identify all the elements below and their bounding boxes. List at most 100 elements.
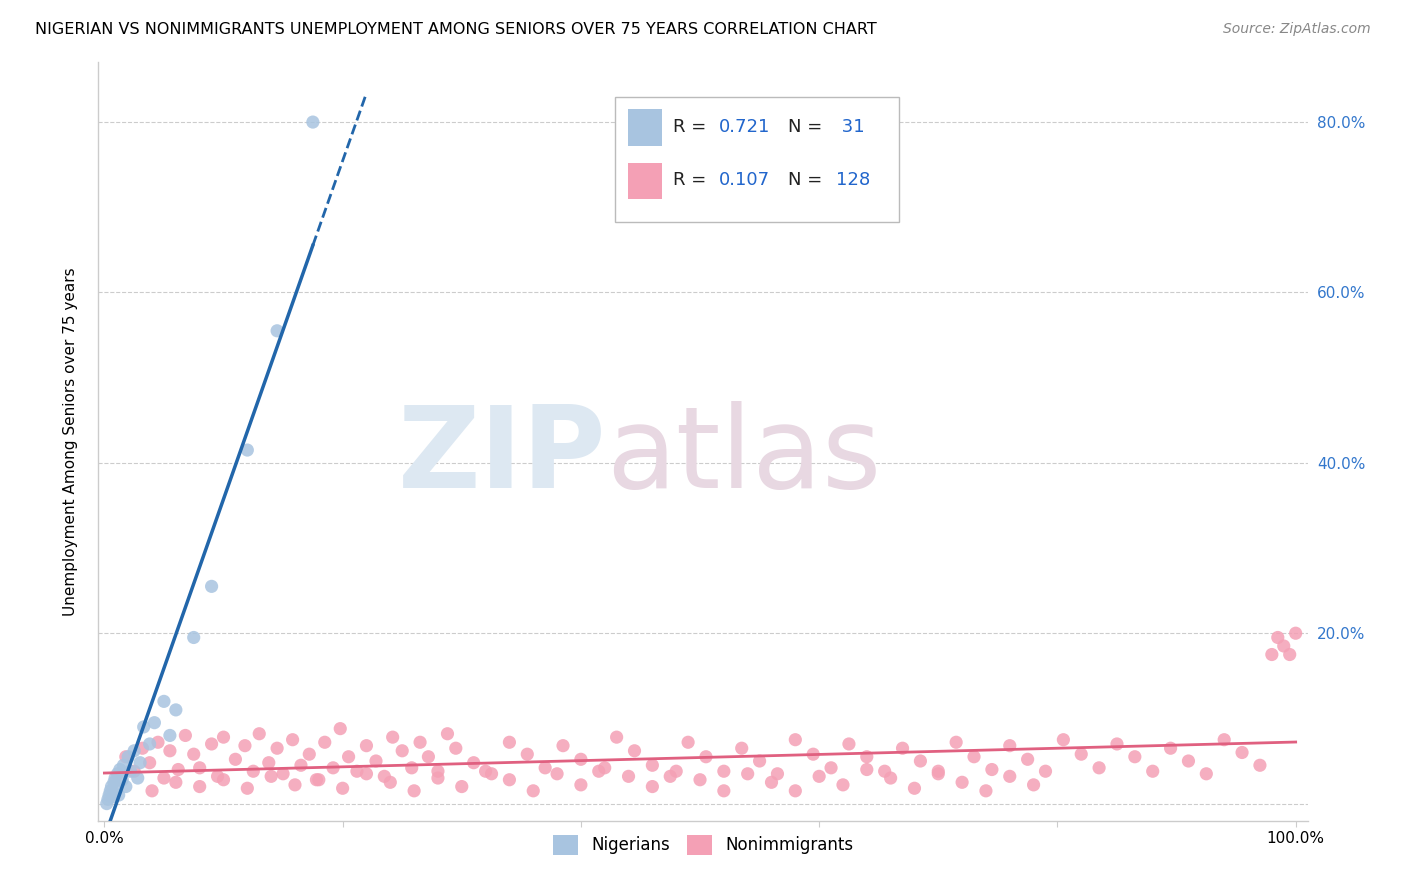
Point <box>127 771 149 785</box>
Point <box>266 324 288 338</box>
Point <box>380 775 402 789</box>
Point <box>207 769 229 783</box>
Point <box>308 772 330 787</box>
Point <box>112 758 135 772</box>
Point <box>713 784 735 798</box>
Point <box>785 784 807 798</box>
Point <box>593 761 616 775</box>
Point <box>111 772 134 787</box>
Text: ZIP: ZIP <box>398 401 606 512</box>
Legend: Nigerians, Nonimmigrants: Nigerians, Nonimmigrants <box>546 828 860 862</box>
Point <box>159 728 181 742</box>
Point <box>373 769 395 783</box>
Point <box>910 754 932 768</box>
Bar <box>628 162 662 199</box>
Point <box>1285 626 1308 640</box>
Point <box>426 764 449 779</box>
Text: Source: ZipAtlas.com: Source: ZipAtlas.com <box>1223 22 1371 37</box>
Point <box>761 775 783 789</box>
Point <box>1035 764 1057 779</box>
Y-axis label: Unemployment Among Seniors over 75 years: Unemployment Among Seniors over 75 years <box>63 268 77 615</box>
Point <box>174 728 197 742</box>
Point <box>569 752 592 766</box>
Point <box>98 784 121 798</box>
Point <box>1249 758 1271 772</box>
Point <box>141 784 163 798</box>
Point <box>236 781 259 796</box>
Point <box>100 780 122 794</box>
Point <box>284 778 307 792</box>
Point <box>107 766 129 780</box>
Point <box>247 727 270 741</box>
Point <box>963 749 986 764</box>
Point <box>766 766 789 780</box>
Bar <box>628 110 662 145</box>
Point <box>101 789 124 804</box>
Point <box>346 764 368 779</box>
Text: 0.721: 0.721 <box>718 118 770 136</box>
Text: 128: 128 <box>837 171 870 189</box>
Point <box>998 739 1021 753</box>
Point <box>165 703 187 717</box>
Point <box>1052 732 1074 747</box>
Point <box>146 735 169 749</box>
Point <box>401 761 423 775</box>
Point <box>606 730 628 744</box>
Point <box>891 741 914 756</box>
Text: N =: N = <box>787 118 828 136</box>
Point <box>266 741 288 756</box>
Point <box>332 781 354 796</box>
Point <box>832 778 855 792</box>
Point <box>950 775 973 789</box>
Point <box>713 764 735 779</box>
Point <box>522 784 544 798</box>
Point <box>107 788 129 802</box>
Point <box>356 739 378 753</box>
Point <box>516 747 538 762</box>
Text: 0.107: 0.107 <box>718 171 770 189</box>
Point <box>188 761 211 775</box>
Point <box>873 764 896 779</box>
Point <box>856 749 879 764</box>
Point <box>183 747 205 762</box>
Point <box>945 735 967 749</box>
Point <box>481 766 503 780</box>
Point <box>927 764 949 779</box>
Point <box>689 772 711 787</box>
Point <box>1213 732 1236 747</box>
Point <box>820 761 842 775</box>
Point <box>474 764 496 779</box>
Point <box>131 741 153 756</box>
Point <box>450 780 472 794</box>
Point <box>104 771 127 785</box>
Point <box>463 756 485 770</box>
Point <box>980 763 1002 777</box>
Point <box>165 775 187 789</box>
Point <box>1142 764 1164 779</box>
Point <box>838 737 860 751</box>
Point <box>381 730 404 744</box>
Point <box>143 715 166 730</box>
Point <box>114 780 136 794</box>
Point <box>132 720 155 734</box>
Point <box>364 754 387 768</box>
Point <box>731 741 754 756</box>
Point <box>546 766 568 780</box>
Point <box>418 749 440 764</box>
Point <box>108 763 131 777</box>
Point <box>1272 639 1295 653</box>
Point <box>200 579 222 593</box>
Point <box>122 744 145 758</box>
Point <box>281 732 304 747</box>
Point <box>233 739 256 753</box>
Text: R =: R = <box>672 118 711 136</box>
Point <box>188 780 211 794</box>
Point <box>153 771 176 785</box>
Point <box>974 784 997 798</box>
Point <box>588 764 610 779</box>
Point <box>329 722 352 736</box>
Point <box>97 792 120 806</box>
Point <box>138 756 160 770</box>
Point <box>290 758 312 772</box>
Point <box>641 780 664 794</box>
